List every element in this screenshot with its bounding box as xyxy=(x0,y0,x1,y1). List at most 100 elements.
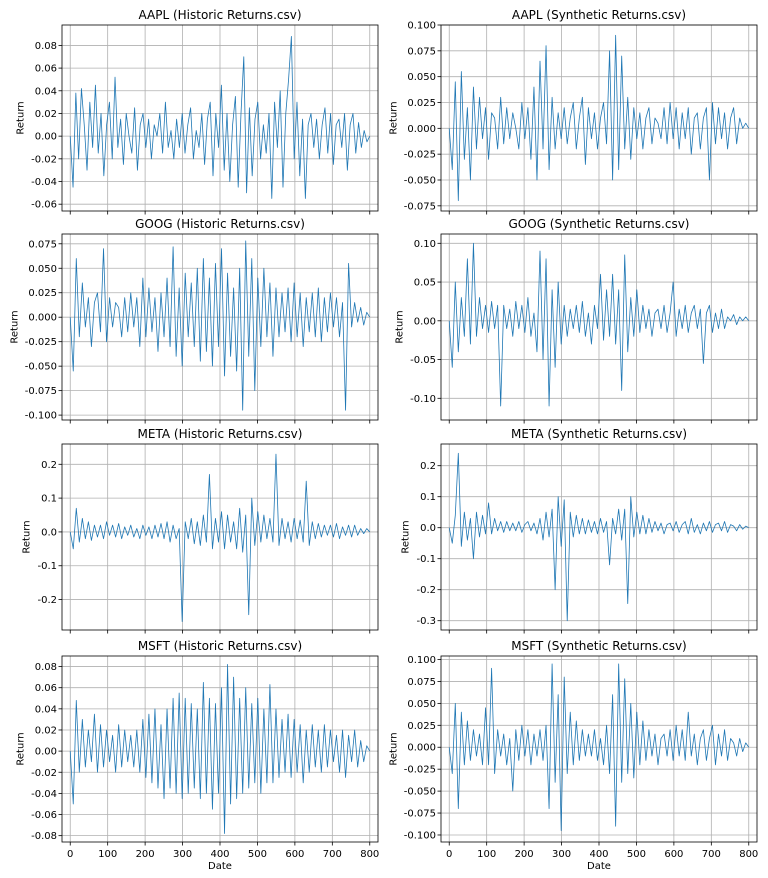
x-tick-label: 600 xyxy=(285,849,304,860)
y-tick-label: 0.1 xyxy=(41,494,57,505)
return-series-line xyxy=(69,35,371,199)
y-tick-label: -0.075 xyxy=(404,201,436,212)
x-tick-label: 0 xyxy=(67,849,73,860)
y-tick-label: 0.025 xyxy=(407,721,436,732)
y-tick-label: -0.050 xyxy=(404,176,436,187)
x-tick-label: 400 xyxy=(589,849,608,860)
return-series-line xyxy=(69,664,371,834)
y-axis-label: Return xyxy=(16,732,27,765)
subplot-6: 0 100 200 300 400 500 600 700 800 -0.08 -0.06 -0.04… xyxy=(16,639,380,872)
y-tick-label: 0.02 xyxy=(35,725,57,736)
y-tick-label: -0.100 xyxy=(25,411,57,422)
x-axis-label: Date xyxy=(208,861,232,872)
y-tick-label: 0.075 xyxy=(28,239,57,250)
subplot-title: MSFT (Historic Returns.csv) xyxy=(138,639,302,653)
y-axis-label: Return xyxy=(388,101,399,134)
y-tick-label: -0.100 xyxy=(404,830,436,841)
grid-lines xyxy=(441,234,757,420)
y-tick-label: 0.050 xyxy=(28,264,57,275)
y-tick-label: -0.2 xyxy=(416,585,436,596)
subplot-title: GOOG (Historic Returns.csv) xyxy=(135,217,305,231)
x-tick-label: 100 xyxy=(477,849,496,860)
subplot-7: 0 100 200 300 400 500 600 700 800 -0.100 -0.075 -0.… xyxy=(388,639,758,872)
y-tick-label: 0.1 xyxy=(420,492,436,503)
y-tick-label: 0.00 xyxy=(35,132,57,143)
y-tick-label: 0.06 xyxy=(35,64,57,75)
subplot-5: -0.3 -0.2 -0.1 0.0 0.1 0.2 META (Synthetic Ret… xyxy=(401,427,758,634)
grid-lines xyxy=(62,444,378,630)
subplot-0: -0.06 -0.04 -0.02 0.00 0.02 0.04 0.06 0.08 AAPL … xyxy=(16,8,379,215)
y-tick-label: 0.2 xyxy=(420,461,436,472)
y-tick-label: -0.075 xyxy=(404,809,436,820)
subplot-title: AAPL (Historic Returns.csv) xyxy=(138,8,301,22)
return-series-line xyxy=(448,452,749,622)
y-tick-label: 0.05 xyxy=(414,278,436,289)
y-tick-label: -0.08 xyxy=(31,831,57,842)
y-tick-label: 0.025 xyxy=(407,98,436,109)
y-tick-label: 0.0 xyxy=(41,527,57,538)
y-tick-label: -0.050 xyxy=(404,787,436,798)
x-axis-label: Date xyxy=(587,861,611,872)
y-tick-label: 0.02 xyxy=(35,109,57,120)
x-tick-label: 500 xyxy=(627,849,646,860)
y-tick-label: -0.05 xyxy=(410,355,436,366)
y-tick-label: -0.02 xyxy=(31,768,57,779)
return-series-line xyxy=(448,663,750,831)
y-axis-label: Return xyxy=(16,101,27,134)
y-tick-label: 0.08 xyxy=(35,662,57,673)
x-tick-label: 400 xyxy=(210,849,229,860)
y-tick-label: -0.025 xyxy=(25,337,57,348)
y-tick-label: -0.3 xyxy=(416,616,436,627)
y-axis-label: Return xyxy=(395,310,406,343)
y-tick-label: 0.000 xyxy=(407,743,436,754)
y-tick-label: -0.02 xyxy=(31,154,57,165)
grid-lines xyxy=(62,234,378,420)
y-axis-label: Return xyxy=(388,732,399,765)
y-axis-label: Return xyxy=(9,310,20,343)
y-tick-label: 0.050 xyxy=(407,72,436,83)
grid-lines xyxy=(441,24,757,211)
x-tick-label: 100 xyxy=(98,849,117,860)
y-axis-label: Return xyxy=(22,520,33,553)
x-tick-label: 700 xyxy=(323,849,342,860)
return-series-line xyxy=(448,34,750,202)
subplot-title: META (Synthetic Returns.csv) xyxy=(511,427,687,441)
y-tick-label: -0.1 xyxy=(37,561,57,572)
y-tick-label: 0.100 xyxy=(407,21,436,32)
y-tick-label: -0.06 xyxy=(31,200,57,211)
y-tick-label: 0.08 xyxy=(35,41,57,52)
x-tick-label: 800 xyxy=(739,849,758,860)
y-tick-label: 0.000 xyxy=(28,313,57,324)
subplot-4: -0.2 -0.1 0.0 0.1 0.2 META (Historic Returns.… xyxy=(22,427,379,634)
y-tick-label: 0.025 xyxy=(28,288,57,299)
y-tick-label: 0.075 xyxy=(407,677,436,688)
y-tick-label: 0.04 xyxy=(35,704,57,715)
y-tick-label: -0.04 xyxy=(31,789,57,800)
return-series-line xyxy=(69,240,371,411)
subplot-3: -0.10 -0.05 0.00 0.05 0.10 GOOG (Synthetic Re… xyxy=(395,217,758,424)
subplot-title: GOOG (Synthetic Returns.csv) xyxy=(509,217,690,231)
y-tick-label: -0.025 xyxy=(404,765,436,776)
y-tick-label: 0.2 xyxy=(41,460,57,471)
x-tick-label: 300 xyxy=(173,849,192,860)
subplot-title: MSFT (Synthetic Returns.csv) xyxy=(511,639,686,653)
y-axis-label: Return xyxy=(401,520,412,553)
y-tick-label: 0.100 xyxy=(407,655,436,666)
y-tick-label: -0.04 xyxy=(31,177,57,188)
x-tick-label: 500 xyxy=(248,849,267,860)
y-tick-label: 0.10 xyxy=(414,239,436,250)
x-tick-label: 200 xyxy=(136,849,155,860)
x-tick-label: 300 xyxy=(552,849,571,860)
x-tick-label: 700 xyxy=(702,849,721,860)
y-tick-label: -0.1 xyxy=(416,554,436,565)
return-series-line xyxy=(448,242,750,407)
y-tick-label: -0.025 xyxy=(404,150,436,161)
y-tick-label: 0.050 xyxy=(407,699,436,710)
grid-lines xyxy=(441,444,757,630)
y-tick-label: 0.00 xyxy=(414,316,436,327)
y-tick-label: -0.2 xyxy=(37,595,57,606)
y-tick-label: 0.000 xyxy=(407,124,436,135)
y-tick-label: -0.050 xyxy=(25,362,57,373)
y-tick-label: -0.06 xyxy=(31,810,57,821)
